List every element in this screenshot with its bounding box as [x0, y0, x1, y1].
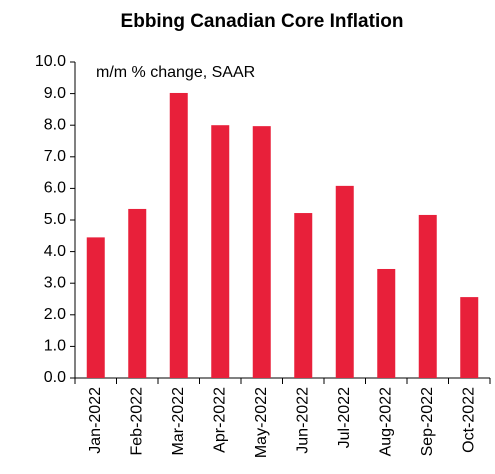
bar [460, 297, 479, 378]
annotation: m/m % change, SAAR [96, 64, 255, 81]
y-tick-label: 2.0 [44, 306, 66, 323]
y-tick-label: 9.0 [44, 85, 66, 102]
bar [86, 237, 105, 378]
x-tick-label: Oct-2022 [460, 387, 477, 453]
y-tick-label: 1.0 [44, 338, 66, 355]
y-tick-label: 3.0 [44, 274, 66, 291]
y-tick-label: 0.0 [44, 369, 66, 386]
bar [211, 125, 230, 378]
x-tick-label: Aug-2022 [377, 387, 394, 456]
bar [169, 92, 188, 378]
y-tick-label: 4.0 [44, 243, 66, 260]
bar [335, 185, 354, 378]
y-tick-label: 10.0 [35, 53, 66, 70]
x-tick-label: Mar-2022 [170, 387, 187, 456]
x-tick-label: May-2022 [253, 387, 270, 458]
y-tick-label: 7.0 [44, 148, 66, 165]
x-tick-label: Jul-2022 [336, 387, 353, 448]
bar [377, 268, 396, 378]
bar [128, 208, 147, 378]
y-tick-label: 5.0 [44, 211, 66, 228]
chart-title: Ebbing Canadian Core Inflation [121, 11, 404, 32]
bar [418, 214, 437, 378]
x-tick-label: Jan-2022 [87, 387, 104, 454]
bar [294, 213, 313, 378]
y-tick-label: 6.0 [44, 180, 66, 197]
x-tick-label: Jun-2022 [294, 387, 311, 454]
bar [252, 126, 271, 378]
y-tick-label: 8.0 [44, 116, 66, 133]
x-tick-label: Sep-2022 [419, 387, 436, 456]
x-tick-label: Feb-2022 [128, 387, 145, 456]
x-tick-label: Apr-2022 [211, 387, 228, 453]
